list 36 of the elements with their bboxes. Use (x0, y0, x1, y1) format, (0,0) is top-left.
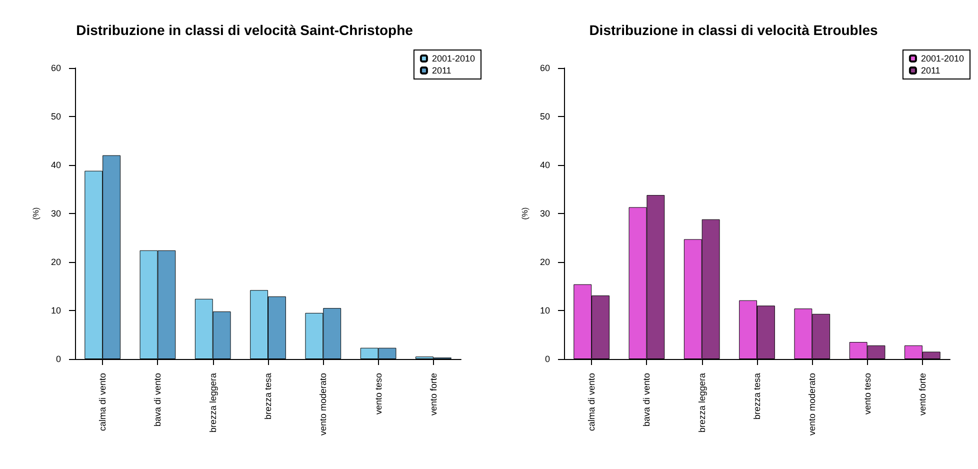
legend-label: 2011 (920, 66, 940, 76)
y-axis-title: (%) (32, 206, 41, 220)
x-tick-label: brezza tesa (752, 373, 762, 420)
y-tick-label: 10 (540, 306, 550, 316)
x-tick-label: brezza leggera (696, 373, 707, 433)
x-tick-label: vento forte (428, 373, 438, 416)
x-tick-label: vento teso (373, 373, 384, 415)
y-tick-label: 30 (50, 208, 61, 218)
y-tick-label: 40 (540, 160, 550, 170)
chart-title: Distribuzione in classi di velocità Saint-Christophe (76, 22, 414, 38)
y-tick-label: 10 (50, 306, 61, 316)
y-tick-label: 20 (50, 257, 61, 267)
y-tick-label: 0 (56, 354, 61, 364)
y-tick-label: 0 (544, 354, 550, 364)
y-tick-label: 50 (540, 112, 550, 122)
x-tick-label: bava di vento (642, 373, 652, 427)
x-tick-label: bava di vento (152, 373, 163, 427)
x-tick-label: calma di vento (98, 373, 108, 432)
x-tick-label: vento moderato (807, 373, 818, 436)
y-tick-label: 60 (50, 63, 61, 73)
chart-title: Distribuzione in classi di velocità Etroubles (589, 22, 878, 38)
x-tick-label: vento forte (917, 373, 928, 416)
legend-label: 2001-2010 (432, 54, 476, 64)
x-tick-label: vento moderato (318, 373, 328, 436)
y-tick-label: 60 (540, 63, 550, 73)
y-axis-title: (%) (520, 206, 530, 220)
y-tick-label: 20 (540, 257, 550, 267)
y-tick-label: 30 (540, 208, 550, 218)
legend-label: 2001-2010 (920, 54, 964, 64)
x-tick-label: brezza tesa (263, 373, 273, 420)
y-tick-label: 40 (50, 160, 61, 170)
x-tick-label: vento teso (862, 373, 872, 415)
y-tick-label: 50 (50, 112, 61, 122)
legend-label: 2011 (432, 66, 452, 76)
x-tick-label: calma di vento (586, 373, 597, 432)
x-tick-label: brezza leggera (208, 373, 218, 433)
